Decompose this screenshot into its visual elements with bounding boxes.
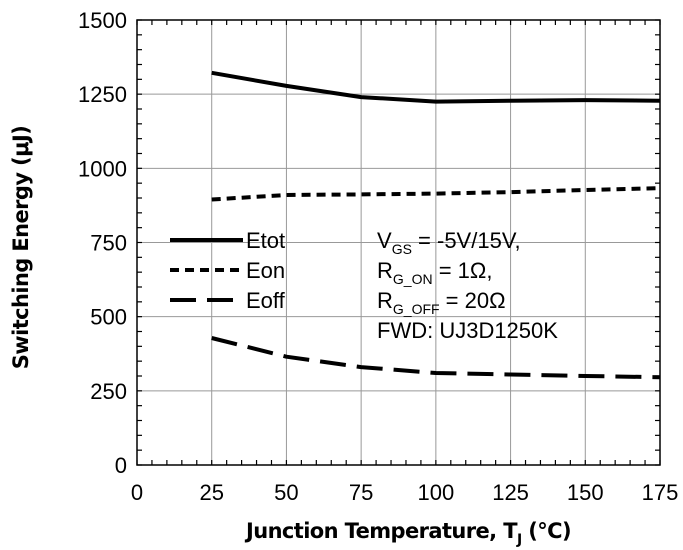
- y-tick-label: 500: [90, 305, 127, 330]
- y-axis-title: Switching Energy (μJ): [9, 126, 33, 369]
- x-tick-label: 100: [417, 480, 454, 505]
- x-tick-label: 175: [642, 480, 679, 505]
- plot-frame: [136, 19, 661, 466]
- x-tick-label: 50: [274, 480, 298, 505]
- legend: Etot Eon Eoff: [170, 228, 286, 313]
- y-tick-label: 1000: [78, 156, 127, 181]
- series-line-eoff: [211, 336, 661, 380]
- condition-line: FWD: UJ3D1250K: [377, 318, 558, 343]
- condition-line: VGS = -5V/15V,: [377, 228, 521, 257]
- grid: [136, 19, 661, 466]
- x-tick-label: 150: [567, 480, 604, 505]
- series-lines: [211, 70, 661, 380]
- y-tick-label: 750: [90, 231, 127, 256]
- y-tick-label: 250: [90, 379, 127, 404]
- legend-label-eoff: Eoff: [246, 288, 286, 313]
- condition-line: RG_ON = 1Ω,: [377, 258, 492, 287]
- legend-label-etot: Etot: [246, 228, 285, 253]
- x-tick-label: 125: [492, 480, 529, 505]
- y-tick-label: 0: [115, 453, 127, 478]
- x-axis-title: Junction Temperature, TJ (°C): [244, 519, 571, 548]
- x-tick-label: 25: [199, 480, 223, 505]
- series-line-etot: [211, 70, 661, 104]
- y-tick-label: 1250: [78, 82, 127, 107]
- y-tick-label: 1500: [78, 8, 127, 33]
- x-tick-labels: 0 25 50 75 100 125 150 175: [131, 480, 678, 505]
- conditions-annotation: VGS = -5V/15V,RG_ON = 1Ω,RG_OFF = 20ΩFWD…: [377, 228, 558, 343]
- x-tick-label: 0: [131, 480, 143, 505]
- x-tick-label: 75: [349, 480, 373, 505]
- legend-label-eon: Eon: [246, 258, 285, 283]
- condition-line: RG_OFF = 20Ω: [377, 288, 506, 317]
- y-tick-labels: 0 250 500 750 1000 1250 1500: [78, 8, 127, 478]
